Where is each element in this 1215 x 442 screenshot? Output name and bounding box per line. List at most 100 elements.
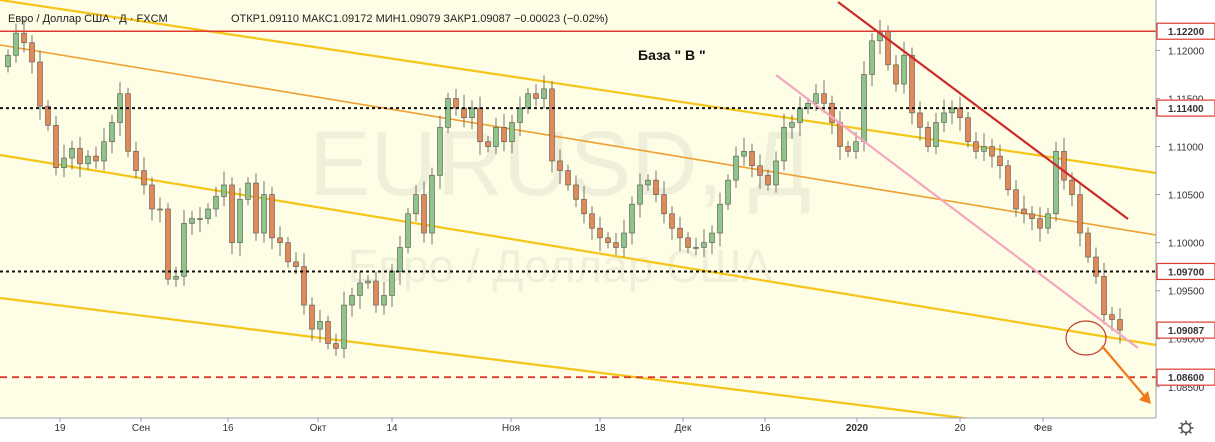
horizontal-levels[interactable] <box>0 30 1156 379</box>
candle-body[interactable] <box>453 98 459 109</box>
candle-body[interactable] <box>485 141 491 147</box>
candle-body[interactable] <box>885 30 891 66</box>
candle-body[interactable] <box>685 237 691 248</box>
candle-body[interactable] <box>901 54 907 85</box>
candle-body[interactable] <box>413 194 419 215</box>
candle-body[interactable] <box>325 321 331 344</box>
candle[interactable] <box>1061 137 1067 190</box>
candle-body[interactable] <box>853 141 859 152</box>
candle-body[interactable] <box>45 105 51 126</box>
candle-body[interactable] <box>341 304 347 349</box>
candle-body[interactable] <box>77 148 83 165</box>
candle-body[interactable] <box>845 146 851 152</box>
candle[interactable] <box>789 114 795 139</box>
candle-body[interactable] <box>989 146 995 157</box>
candle[interactable] <box>317 309 323 343</box>
candle[interactable] <box>981 133 987 161</box>
trend-lines[interactable] <box>775 1 1139 349</box>
candle-body[interactable] <box>301 266 307 306</box>
candle[interactable] <box>1029 206 1035 231</box>
candle[interactable] <box>421 181 427 243</box>
candle[interactable] <box>597 216 603 252</box>
candle-body[interactable] <box>813 93 819 104</box>
candle[interactable] <box>757 154 763 189</box>
candle-body[interactable] <box>1101 275 1107 316</box>
candle-body[interactable] <box>517 107 523 123</box>
candle-body[interactable] <box>557 160 563 171</box>
candle-body[interactable] <box>1005 165 1011 191</box>
candle[interactable] <box>589 206 595 240</box>
forecast-arrow-line[interactable] <box>1101 345 1147 399</box>
candle-body[interactable] <box>541 88 547 99</box>
candle[interactable] <box>549 81 555 173</box>
candle[interactable] <box>245 177 251 206</box>
candle[interactable] <box>189 210 195 235</box>
candle-body[interactable] <box>549 88 555 162</box>
candle-body[interactable] <box>837 122 843 147</box>
candle-body[interactable] <box>725 179 731 205</box>
candle[interactable] <box>653 170 659 203</box>
candle-body[interactable] <box>693 247 699 249</box>
candle-body[interactable] <box>909 54 915 114</box>
candle[interactable] <box>133 141 139 179</box>
gear-icon[interactable] <box>1178 420 1194 436</box>
candle[interactable] <box>1045 208 1051 234</box>
candle-body[interactable] <box>165 208 171 280</box>
candle-body[interactable] <box>629 203 635 234</box>
candle-body[interactable] <box>781 127 787 162</box>
highlight-circle[interactable] <box>1065 320 1107 356</box>
candle-body[interactable] <box>981 146 987 152</box>
candle[interactable] <box>21 19 27 53</box>
trend-line-pink[interactable] <box>775 74 1139 349</box>
candle-body[interactable] <box>21 32 27 44</box>
candle-body[interactable] <box>349 295 355 306</box>
candle-body[interactable] <box>477 107 483 143</box>
candle-body[interactable] <box>509 122 515 143</box>
candle-body[interactable] <box>1021 208 1027 215</box>
candle[interactable] <box>221 171 227 207</box>
candle[interactable] <box>965 111 971 148</box>
candle[interactable] <box>749 143 755 178</box>
candle[interactable] <box>909 47 915 125</box>
candle-body[interactable] <box>213 196 219 210</box>
candle[interactable] <box>157 197 163 223</box>
candle[interactable] <box>941 99 947 133</box>
candle-body[interactable] <box>669 213 675 229</box>
annotation-marks[interactable] <box>1065 320 1151 404</box>
candle-body[interactable] <box>1045 213 1051 229</box>
candle-body[interactable] <box>621 232 627 248</box>
candle-body[interactable] <box>317 321 323 330</box>
candle-body[interactable] <box>381 295 387 306</box>
candle-body[interactable] <box>405 213 411 248</box>
candle-body[interactable] <box>533 93 539 99</box>
candle[interactable] <box>677 216 683 252</box>
candle-body[interactable] <box>141 170 147 186</box>
candle[interactable] <box>213 186 219 217</box>
candle-body[interactable] <box>5 54 11 68</box>
candle[interactable] <box>253 173 259 241</box>
candle-body[interactable] <box>461 107 467 119</box>
candle-body[interactable] <box>581 199 587 215</box>
candle[interactable] <box>397 235 403 285</box>
candle-body[interactable] <box>869 40 875 75</box>
candle-body[interactable] <box>637 184 643 205</box>
candle[interactable] <box>61 144 67 178</box>
candle[interactable] <box>373 271 379 313</box>
candle[interactable] <box>37 50 43 120</box>
candle[interactable] <box>125 87 131 158</box>
candle-body[interactable] <box>1117 319 1123 331</box>
candle[interactable] <box>1013 180 1019 217</box>
candle-body[interactable] <box>917 112 923 128</box>
candle-body[interactable] <box>941 112 947 123</box>
candle-body[interactable] <box>805 102 811 109</box>
candle-body[interactable] <box>589 213 595 229</box>
candle[interactable] <box>341 291 347 358</box>
candle[interactable] <box>997 144 1003 180</box>
candle-body[interactable] <box>773 160 779 186</box>
candle-body[interactable] <box>829 102 835 123</box>
candle-body[interactable] <box>1013 189 1019 210</box>
candle[interactable] <box>181 209 187 286</box>
candle[interactable] <box>629 196 635 245</box>
